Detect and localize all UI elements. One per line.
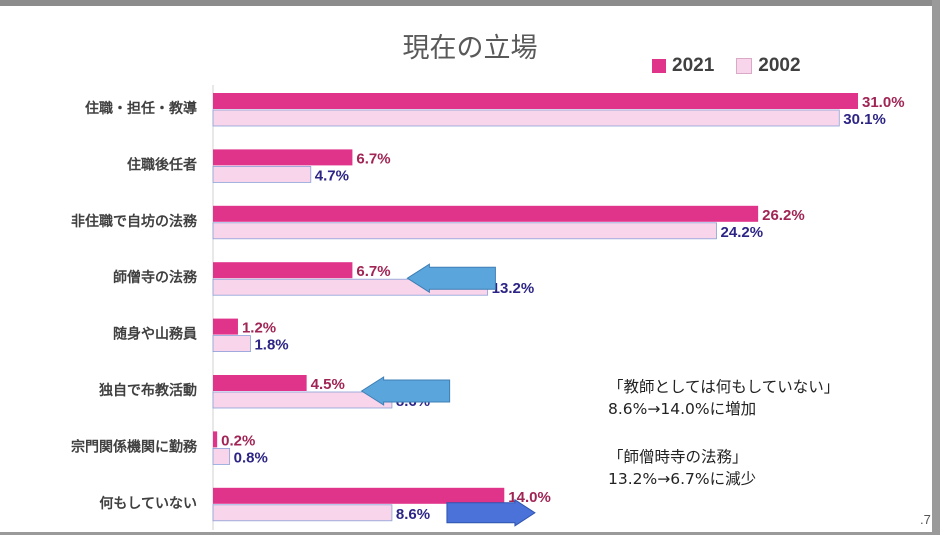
legend-swatch-2021 <box>652 59 666 73</box>
data-label-2021: 0.2% <box>221 432 255 449</box>
note-decrease-line2: 13.2%→6.7%に減少 <box>608 470 757 488</box>
bar-2021 <box>213 93 858 109</box>
note-decrease-line1: 「師僧時寺の法務」 <box>608 448 748 466</box>
chart-title: 現在の立場 <box>402 33 538 64</box>
category-label: 住職後任者 <box>127 156 197 173</box>
data-label-2021: 4.5% <box>311 376 345 393</box>
data-label-2021: 26.2% <box>762 207 805 224</box>
category-label: 住職・担任・教導 <box>85 100 197 117</box>
data-label-2002: 24.2% <box>721 224 764 241</box>
page-number: .7 <box>920 512 931 527</box>
data-label-2002: 8.6% <box>396 506 430 523</box>
data-label-2021: 6.7% <box>356 150 390 167</box>
legend-label-2021: 2021 <box>672 55 715 76</box>
bar-2002 <box>212 391 393 409</box>
bar-2002 <box>212 165 312 183</box>
category-label: 独自で布教活動 <box>99 382 197 399</box>
data-label-2021: 6.7% <box>356 263 390 280</box>
data-label-2002: 30.1% <box>843 111 886 128</box>
legend-label-2002: 2002 <box>758 55 801 76</box>
bar-2002 <box>212 222 717 240</box>
bar-2002 <box>212 504 393 522</box>
note-increase: 「教師としては何もしていない」 8.6%→14.0%に増加 <box>608 376 839 420</box>
data-label-2021: 14.0% <box>508 489 551 506</box>
data-label-2002: 0.8% <box>234 449 268 466</box>
top-border <box>0 0 940 6</box>
data-label-2002: 4.7% <box>315 167 349 184</box>
arrow-right-icon <box>446 498 536 527</box>
note-increase-line1: 「教師としては何もしていない」 <box>608 378 840 396</box>
bottom-border <box>0 532 940 535</box>
category-label: 師僧寺の法務 <box>113 269 198 286</box>
right-border <box>932 0 940 535</box>
data-label-2002: 1.8% <box>254 337 288 354</box>
bar-2021 <box>213 431 218 448</box>
data-label-2021: 31.0% <box>862 94 905 111</box>
bar-2002 <box>212 335 251 353</box>
bar-2002 <box>212 109 840 127</box>
bar-2021 <box>213 262 353 279</box>
chart-legend: 2021 2002 <box>652 54 801 78</box>
category-label: 非住職で自坊の法務 <box>71 213 198 230</box>
bar-2021 <box>213 318 238 335</box>
note-decrease: 「師僧時寺の法務」 13.2%→6.7%に減少 <box>608 446 756 490</box>
bar-2002 <box>212 447 231 465</box>
bar-2021 <box>213 149 353 166</box>
data-label-2021: 1.2% <box>242 320 276 337</box>
category-label: 宗門関係機関に勤務 <box>71 438 198 455</box>
legend-swatch-2002 <box>736 58 753 74</box>
bar-2021 <box>213 375 307 391</box>
note-increase-line2: 8.6%→14.0%に増加 <box>608 400 757 418</box>
bar-2021 <box>213 205 759 222</box>
arrow-left-icon <box>406 263 496 294</box>
arrow-left-icon <box>360 376 451 406</box>
category-label: 何もしていない <box>99 495 197 512</box>
category-label: 随身や山務員 <box>113 326 197 343</box>
bar-2021 <box>213 487 505 504</box>
data-label-2002: 13.2% <box>492 280 535 297</box>
